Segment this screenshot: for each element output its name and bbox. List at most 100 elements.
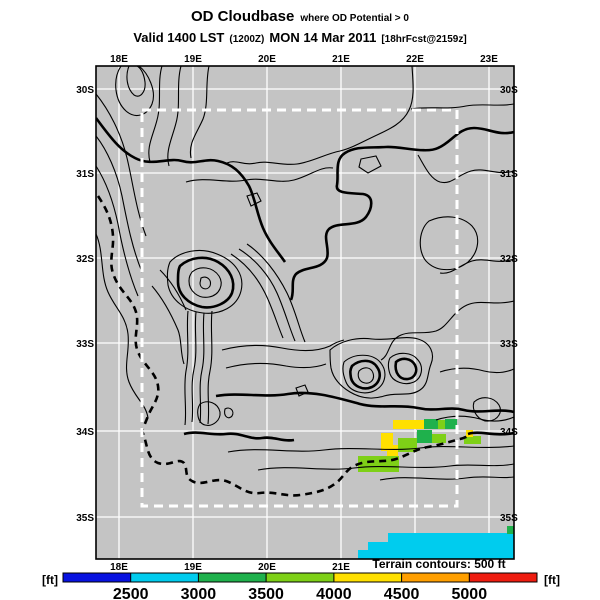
- contour-bold: [467, 431, 514, 436]
- contour: [380, 300, 514, 361]
- lon-label: 21E: [332, 562, 350, 573]
- colorbar-tick: 5000: [452, 586, 488, 600]
- valid-time-line: Valid 1400 LST (1200Z) MON 14 Mar 2011 [18h…: [133, 30, 466, 45]
- colorbar-unit-right: [ft]: [544, 573, 560, 587]
- lat-label: 32S: [500, 254, 518, 265]
- contour: [96, 165, 139, 297]
- contour-bold: [96, 117, 287, 263]
- colorbar-tick: 4000: [316, 586, 352, 600]
- contour-bold: [183, 431, 295, 442]
- contour: [379, 476, 514, 481]
- contour: [221, 339, 345, 352]
- contour: [435, 415, 514, 422]
- contour: [184, 310, 189, 426]
- contour: [230, 253, 284, 339]
- lon-label: 18E: [110, 54, 128, 65]
- colorbar-unit-left: [ft]: [42, 573, 58, 587]
- lat-label: 30S: [500, 85, 518, 96]
- lon-label: 19E: [184, 562, 202, 573]
- lat-label: 31S: [500, 169, 518, 180]
- lat-label: 32S: [76, 254, 94, 265]
- colorbar-segment: [197, 572, 267, 583]
- cloudbase-cell: [393, 420, 424, 429]
- contour: [246, 243, 306, 343]
- contour: [257, 463, 514, 471]
- contour: [225, 362, 327, 369]
- lat-label: 33S: [500, 339, 518, 350]
- contour-dashed-bold: [96, 195, 469, 497]
- cloudbase-cell: [417, 430, 432, 443]
- colorbar-segment: [62, 572, 132, 583]
- contour: [96, 135, 143, 273]
- contour: [439, 258, 514, 274]
- cloudbase-cells: [358, 419, 514, 559]
- lon-label: 20E: [258, 562, 276, 573]
- cloudbase-cell: [464, 436, 481, 444]
- map-frame: [95, 65, 515, 560]
- contour-bold: [289, 126, 514, 301]
- colorbar-tick: 3500: [248, 586, 284, 600]
- model-domain-boundary: [140, 108, 459, 508]
- contour-bold: [176, 256, 235, 309]
- contour: [126, 66, 146, 97]
- colorbar-segment: [468, 572, 538, 583]
- lon-labels-top: 18E 19E 20E 21E 22E 23E: [110, 54, 498, 65]
- lon-label: 20E: [258, 54, 276, 65]
- cloudbase-cell: [432, 434, 446, 443]
- contour: [439, 367, 514, 374]
- page-title: OD Cloudbase where OD Potential > 0: [191, 8, 409, 25]
- contour-bold: [394, 357, 418, 381]
- cloudbase-cell: [445, 419, 457, 429]
- contour: [189, 66, 210, 159]
- lat-label: 34S: [500, 427, 518, 438]
- lat-label: 35S: [76, 513, 94, 524]
- lat-label: 31S: [76, 169, 94, 180]
- lon-label: 18E: [110, 562, 128, 573]
- contour: [96, 233, 149, 419]
- terrain-contours-note: Terrain contours: 500 ft: [372, 557, 505, 571]
- title-qualifier: where OD Potential > 0: [299, 13, 409, 24]
- contour: [199, 276, 211, 290]
- map-background: [96, 66, 514, 559]
- colorbar-segment: [265, 572, 335, 583]
- lon-label: 22E: [406, 54, 424, 65]
- contour: [167, 66, 182, 167]
- contour: [224, 407, 234, 419]
- cloudbase-cell: [387, 445, 398, 458]
- contour: [246, 192, 262, 207]
- terrain-contours: [96, 66, 514, 497]
- cloudbase-cell: [507, 526, 514, 534]
- contour: [342, 354, 386, 394]
- lat-label: 30S: [76, 85, 94, 96]
- colorbar-tick: 3000: [181, 586, 217, 600]
- contour: [207, 310, 213, 425]
- contour: [199, 312, 205, 424]
- cloudbase-cell: [358, 456, 399, 472]
- cloudbase-cell-sea: [358, 533, 514, 559]
- contour: [227, 445, 514, 453]
- contour: [238, 248, 296, 342]
- contour: [197, 401, 221, 426]
- contour: [166, 250, 243, 314]
- lon-label: 19E: [184, 54, 202, 65]
- contour: [329, 337, 434, 399]
- contour: [387, 352, 423, 385]
- colorbar-tick: 4500: [384, 586, 420, 600]
- contour: [226, 66, 414, 165]
- colorbar-tick: 2500: [113, 586, 149, 600]
- contour: [148, 66, 163, 163]
- contour: [472, 397, 501, 422]
- contour: [96, 93, 147, 237]
- contour-bold: [215, 391, 514, 414]
- contour-bold: [349, 359, 382, 390]
- lat-labels-right: 30S 31S 32S 33S 34S 35S: [500, 85, 518, 524]
- contour: [159, 269, 187, 311]
- lat-label: 35S: [500, 513, 518, 524]
- contour: [185, 167, 334, 183]
- contour: [358, 155, 382, 174]
- graticule: [96, 66, 514, 559]
- lon-labels-bottom: 18E 19E 20E 21E: [110, 562, 350, 573]
- colorbar-segment: [333, 572, 403, 583]
